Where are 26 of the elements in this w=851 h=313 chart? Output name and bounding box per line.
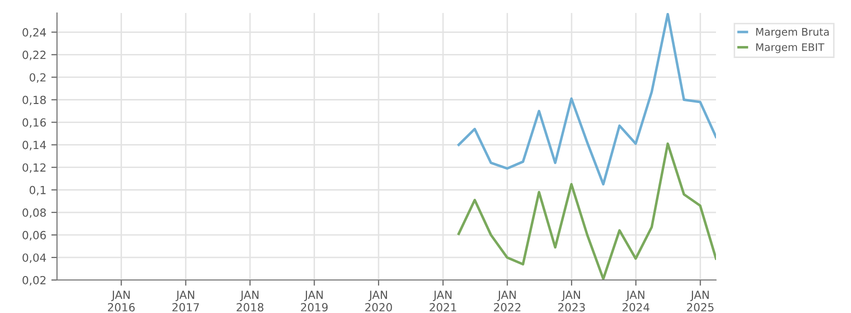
x-tick-label: JAN 2016 bbox=[108, 290, 135, 312]
legend-label: Margem EBIT bbox=[756, 43, 824, 54]
y-tick-label: 0,16 bbox=[22, 118, 46, 128]
x-tick-label: JAN 2021 bbox=[430, 290, 456, 312]
y-tick-label: 0,18 bbox=[22, 96, 46, 106]
y-tick-label: 0,08 bbox=[22, 208, 46, 218]
legend-label: Margem Bruta bbox=[756, 28, 829, 38]
y-tick-label: 0,22 bbox=[22, 50, 46, 60]
x-tick-label: JAN 2017 bbox=[172, 290, 199, 312]
x-tick-label: JAN 2025 bbox=[687, 290, 714, 312]
x-tick-label: JAN 2023 bbox=[558, 290, 585, 312]
y-tick-label: 0,2 bbox=[30, 73, 46, 83]
y-tick-label: 0,06 bbox=[22, 230, 46, 240]
line-series bbox=[457, 13, 716, 186]
line-series bbox=[457, 142, 716, 280]
y-tick-label: 0,04 bbox=[22, 253, 46, 263]
y-tick-label: 0,1 bbox=[30, 186, 46, 196]
x-tick-label: JAN 2019 bbox=[300, 290, 328, 312]
y-tick-label: 0,02 bbox=[22, 276, 46, 286]
x-tick-label: JAN 2024 bbox=[622, 290, 650, 312]
x-tick-label: JAN 2020 bbox=[365, 290, 392, 312]
y-tick-label: 0,24 bbox=[22, 28, 46, 38]
x-tick-label: JAN 2022 bbox=[494, 290, 520, 312]
y-tick-label: 0,12 bbox=[22, 163, 46, 173]
x-tick-label: JAN 2018 bbox=[236, 290, 264, 312]
y-tick-label: 0,14 bbox=[22, 140, 46, 150]
